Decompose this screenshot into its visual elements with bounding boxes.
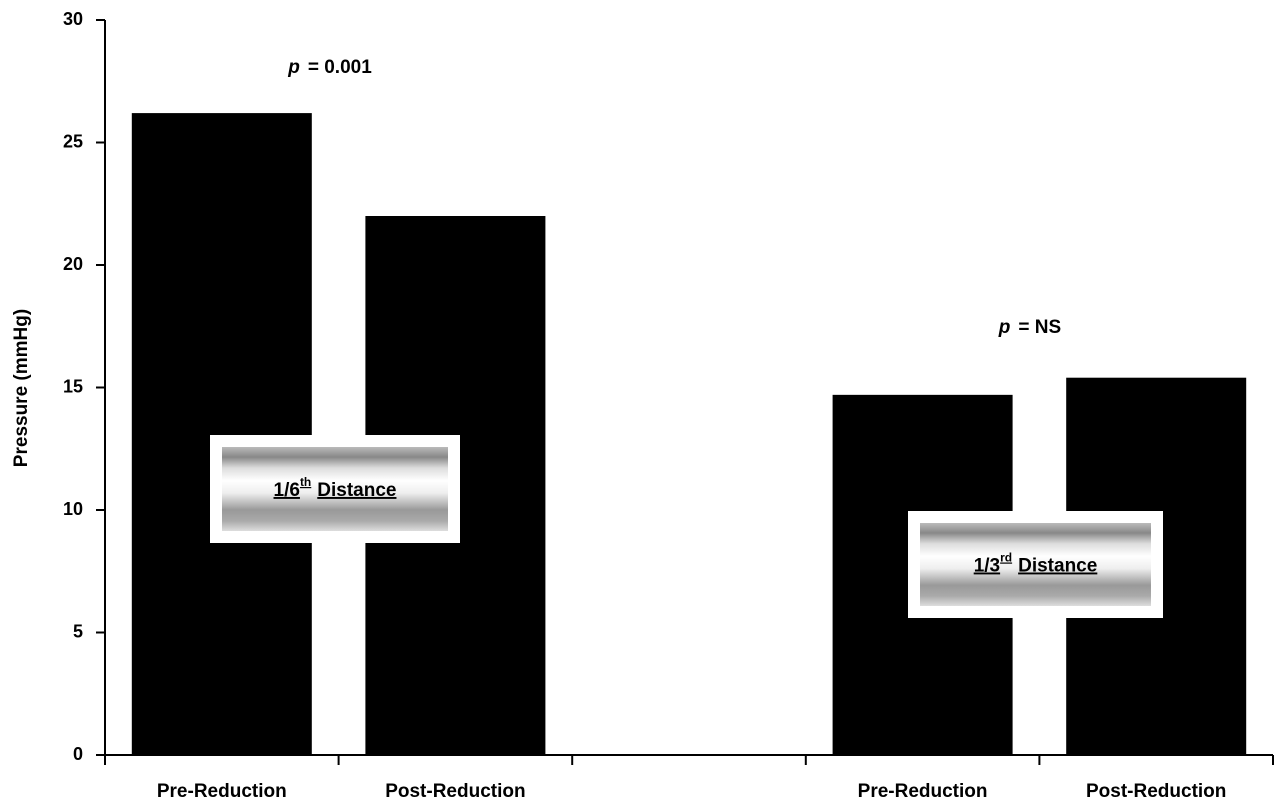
y-tick-label: 20: [63, 254, 83, 274]
y-tick-label: 0: [73, 744, 83, 764]
bar: [131, 113, 312, 756]
inset-superscript: th: [300, 475, 311, 489]
p-symbol: p: [998, 317, 1011, 338]
inset-label: 1/3rd Distance: [974, 551, 1098, 577]
y-tick-label: 15: [63, 376, 83, 396]
y-tick-label: 30: [63, 9, 83, 29]
x-tick-label: Pre-Reduction: [157, 781, 287, 802]
y-tick-label: 5: [73, 621, 83, 641]
p-value-annotation: p = 0.001: [287, 57, 372, 78]
inset-fraction: 1/3: [974, 556, 1000, 577]
x-tick-label: Post-Reduction: [1086, 781, 1226, 802]
inset-fraction: 1/6: [274, 480, 300, 501]
y-tick-label: 10: [63, 499, 83, 519]
inset-suffix: Distance: [1018, 556, 1097, 577]
inset-texture: [920, 523, 1151, 606]
p-value-annotation: p = NS: [998, 317, 1061, 338]
y-axis-label: Pressure (mmHg): [11, 309, 32, 467]
inset-label: 1/6th Distance: [274, 475, 397, 501]
p-symbol: p: [287, 57, 300, 78]
inset-texture: [222, 447, 448, 531]
y-tick-label: 25: [63, 131, 83, 151]
x-tick-label: Pre-Reduction: [858, 781, 988, 802]
p-text: = 0.001: [308, 57, 372, 78]
inset-superscript: rd: [1000, 551, 1012, 565]
inset-suffix: Distance: [317, 480, 396, 501]
x-tick-label: Post-Reduction: [385, 781, 525, 802]
p-text: = NS: [1018, 317, 1061, 338]
